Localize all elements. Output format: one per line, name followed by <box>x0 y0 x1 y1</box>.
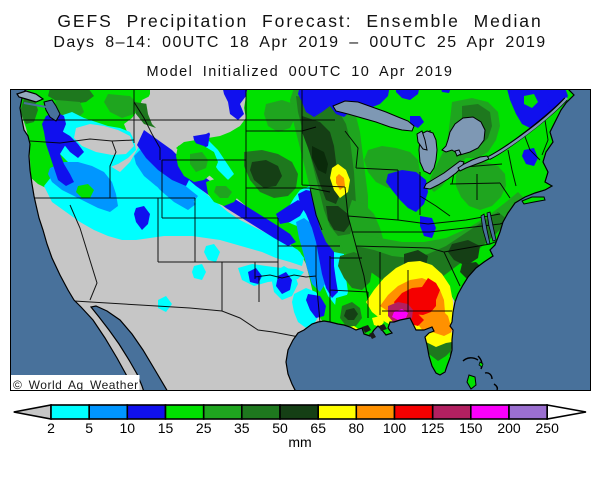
svg-text:150: 150 <box>459 420 483 436</box>
svg-text:100: 100 <box>383 420 407 436</box>
svg-text:65: 65 <box>310 420 326 436</box>
svg-text:mm: mm <box>288 434 311 450</box>
svg-text:25: 25 <box>196 420 212 436</box>
svg-text:© World Ag Weather: © World Ag Weather <box>13 378 139 392</box>
svg-text:80: 80 <box>349 420 365 436</box>
svg-text:2: 2 <box>47 420 55 436</box>
svg-text:35: 35 <box>234 420 250 436</box>
svg-text:50: 50 <box>272 420 288 436</box>
svg-text:200: 200 <box>497 420 521 436</box>
svg-text:10: 10 <box>120 420 136 436</box>
svg-text:125: 125 <box>421 420 445 436</box>
svg-text:15: 15 <box>158 420 174 436</box>
svg-text:250: 250 <box>536 420 560 436</box>
svg-text:5: 5 <box>85 420 93 436</box>
